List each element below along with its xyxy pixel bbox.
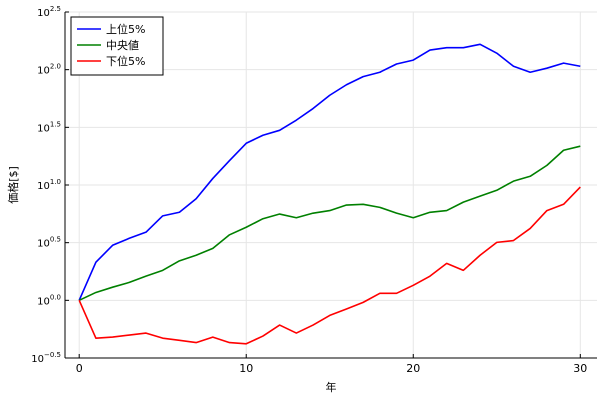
y-tick-exponent: 0.0 [50, 293, 61, 301]
x-tick-label: 0 [76, 362, 83, 375]
x-axis-label: 年 [326, 380, 337, 394]
y-tick-exponent: 1.5 [50, 120, 61, 128]
y-tick-exponent: 2.0 [50, 63, 61, 71]
y-tick-base: 10 [37, 8, 50, 19]
y-tick-exponent: 1.0 [50, 178, 61, 186]
y-tick-label: 101.5 [37, 120, 61, 134]
y-tick-base: 10 [37, 181, 50, 192]
x-tick-label: 20 [406, 362, 420, 375]
y-tick-label: 100.5 [37, 236, 61, 250]
series-line [78, 145, 581, 302]
y-tick-base: 10 [37, 123, 50, 134]
y-tick-label: 100.0 [37, 293, 61, 307]
y-axis-label: 価格[$] [6, 166, 20, 204]
y-tick-base: 10 [37, 66, 50, 77]
y-tick-label: 102.5 [37, 5, 61, 19]
legend-label: 上位5% [106, 22, 145, 36]
y-tick-exponent: 0.5 [50, 236, 61, 244]
legend-box [70, 16, 164, 76]
series-line [78, 43, 581, 301]
y-tick-label: 102.0 [37, 63, 61, 77]
x-tick-label: 30 [573, 362, 587, 375]
y-tick-label: 101.0 [37, 178, 61, 192]
y-tick-exponent: 2.5 [50, 5, 61, 13]
y-tick-base: 10 [31, 354, 44, 365]
y-tick-base: 10 [37, 296, 50, 307]
x-tick-label: 10 [239, 362, 253, 375]
legend-label: 下位5% [106, 54, 145, 68]
series-line [78, 186, 581, 345]
y-tick-base: 10 [37, 239, 50, 250]
legend-label: 中央値 [106, 39, 139, 52]
y-tick-exponent: −0.5 [44, 351, 61, 359]
y-tick-label: 10−0.5 [31, 351, 61, 365]
